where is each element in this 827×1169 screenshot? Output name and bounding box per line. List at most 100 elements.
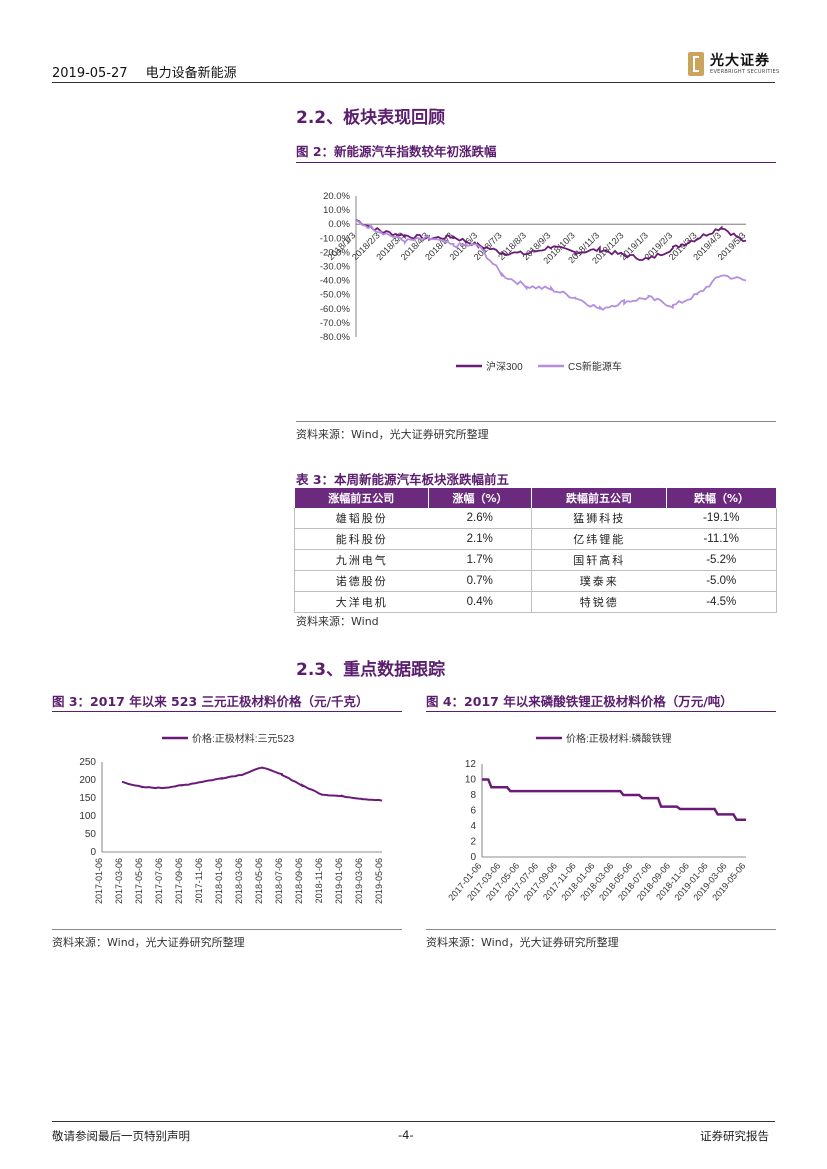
x-tick-label: 2019-01-06 — [334, 858, 344, 904]
series-line — [121, 766, 383, 802]
y-tick-label: -70.0% — [320, 318, 351, 329]
y-tick-label: -40.0% — [320, 276, 351, 287]
x-tick-label: 2018-03-06 — [234, 858, 244, 904]
y-tick-label: -20.0% — [320, 247, 351, 258]
figure2-bottom-rule — [296, 421, 776, 422]
x-tick-label: 2018-11-06 — [314, 858, 324, 903]
y-tick-label: -60.0% — [320, 304, 351, 315]
figure2-chart: 20.0% 10.0% 0.0% -10.0% -20.0% -30.0% -40.0% -5… — [320, 191, 748, 373]
footer-divider — [52, 1121, 775, 1122]
y-tick-label: 6 — [470, 806, 476, 817]
header-divider — [52, 82, 775, 83]
figure3-legend: 价格:正极材料:三元523 — [162, 732, 295, 745]
y-tick-label: 20.0% — [323, 191, 350, 202]
figure3-source: 资料来源：Wind，光大证券研究所整理 — [52, 936, 245, 949]
figure2-source: 资料来源：Wind，光大证券研究所整理 — [296, 428, 489, 441]
table-row: 大洋电机 0.4% 特锐德 -4.5% — [294, 591, 777, 613]
section-title-2-3: 2.3、重点数据跟踪 — [296, 660, 446, 680]
y-tick-label: 100 — [79, 811, 96, 822]
table3-header-cell: 涨幅前五公司 — [294, 488, 429, 508]
table3-source: 资料来源：Wind — [296, 615, 379, 628]
legend-label: 沪深300 — [486, 360, 523, 373]
footer-disclaimer: 敬请参阅最后一页特别声明 — [52, 1129, 190, 1143]
table3-header-cell: 涨幅（%） — [428, 488, 532, 508]
figure3-title: 图 3：2017 年以来 523 三元正极材料价格（元/千克） — [52, 694, 369, 709]
legend-label: 价格:正极材料:三元523 — [192, 732, 295, 745]
y-tick-label: -80.0% — [320, 332, 351, 343]
x-tick-label: 2017-07-06 — [154, 858, 164, 904]
table-cell: 雄韬股份 — [294, 508, 429, 529]
y-tick-label: 4 — [470, 821, 476, 832]
x-tick-label: 2018-07-06 — [274, 858, 284, 904]
table-cell: 0.4% — [428, 591, 532, 613]
table-cell: -5.2% — [666, 549, 777, 571]
figure4-legend: 价格:正极材料:磷酸铁锂 — [536, 732, 672, 745]
figure3-top-rule — [52, 711, 402, 712]
x-tick-label: 2019-03-06 — [354, 858, 364, 904]
figure4-y-axis: 0 2 4 6 8 10 12 — [465, 759, 746, 863]
x-tick-label: 2017-05-06 — [134, 858, 144, 904]
table-row: 能科股份 2.1% 亿纬锂能 -11.1% — [294, 528, 777, 550]
figure4-series — [482, 778, 746, 822]
series-line — [482, 778, 746, 822]
table3-header-row: 涨幅前五公司 涨幅（%） 跌幅前五公司 跌幅（%） — [294, 488, 777, 508]
y-tick-label: 50 — [85, 829, 97, 840]
figure3-chart: 价格:正极材料:三元523 0 50 100 150 200 250 2017-01-06… — [79, 732, 384, 904]
table-cell: 九洲电气 — [294, 549, 429, 571]
table-cell: 亿纬锂能 — [531, 528, 667, 550]
y-tick-label: -50.0% — [320, 290, 351, 301]
y-tick-label: 2 — [470, 837, 476, 848]
figure4-bottom-rule — [426, 929, 776, 930]
table-cell: 特锐德 — [531, 591, 667, 613]
table-cell: -19.1% — [666, 508, 777, 529]
legend-label: 价格:正极材料:磷酸铁锂 — [566, 732, 672, 745]
table-cell: 2.1% — [428, 528, 532, 550]
y-tick-label: 12 — [465, 759, 477, 770]
table-cell: 大洋电机 — [294, 591, 429, 613]
report-sector: 电力设备新能源 — [145, 66, 237, 81]
table-cell: 国轩高科 — [531, 549, 667, 571]
logo-name: 光大证券 — [710, 53, 770, 69]
x-tick-label: 2017-01-06 — [94, 858, 104, 904]
x-tick-label: 2017-11-06 — [194, 858, 204, 903]
figure4-x-axis: 2017-01-062017-03-062017-05-062017-07-06… — [446, 861, 747, 903]
table-cell: -5.0% — [666, 570, 777, 592]
logo-mark-icon — [688, 52, 704, 76]
figure2-top-rule — [296, 162, 776, 163]
table-cell: -11.1% — [666, 528, 777, 550]
series-line — [355, 219, 747, 311]
y-tick-label: 0 — [470, 852, 476, 863]
table-row: 九洲电气 1.7% 国轩高科 -5.2% — [294, 549, 777, 571]
table3-title: 表 3：本周新能源汽车板块涨跌幅前五 — [296, 472, 510, 487]
x-tick-label: 2018-09-06 — [294, 858, 304, 904]
table-cell: 璞泰来 — [531, 570, 667, 592]
x-tick-label: 2018-01-06 — [214, 858, 224, 904]
y-tick-label: -30.0% — [320, 262, 351, 273]
table-row: 雄韬股份 2.6% 猛狮科技 -19.1% — [294, 508, 777, 529]
section-title-2-2: 2.2、板块表现回顾 — [296, 108, 446, 128]
figure2-series — [355, 219, 747, 311]
figure2-title: 图 2：新能源汽车指数较年初涨跌幅 — [296, 144, 497, 159]
logo-english-name: EVERBRIGHT SECURITIES — [710, 69, 780, 75]
footer-report-type: 证券研究报告 — [700, 1129, 769, 1143]
table3: 涨幅前五公司 涨幅（%） 跌幅前五公司 跌幅（%） 雄韬股份 2.6% 猛狮科技… — [294, 488, 777, 613]
x-tick-label: 2019-05-06 — [374, 858, 384, 904]
report-date: 2019-05-27 — [52, 66, 128, 81]
y-tick-label: 150 — [79, 793, 96, 804]
y-tick-label: 8 — [470, 790, 476, 801]
y-tick-label: -10.0% — [320, 233, 351, 244]
y-tick-label: 0 — [90, 847, 96, 858]
table-cell: 诺德股份 — [294, 570, 429, 592]
figure2-legend: 沪深300 CS新能源车 — [456, 360, 622, 373]
figure3-bottom-rule — [52, 929, 402, 930]
legend-label: CS新能源车 — [568, 360, 622, 373]
company-logo: 光大证券 EVERBRIGHT SECURITIES — [688, 50, 780, 80]
figure4-chart: 价格:正极材料:磷酸铁锂 0 2 4 6 8 10 12 2017-01-062017-03… — [446, 732, 747, 903]
table-cell: 2.6% — [428, 508, 532, 529]
figure3-y-axis: 0 50 100 150 200 250 — [79, 757, 382, 858]
table-row: 诺德股份 0.7% 璞泰来 -5.0% — [294, 570, 777, 592]
table3-header-cell: 跌幅前五公司 — [531, 488, 667, 508]
y-tick-label: 200 — [79, 775, 96, 786]
figure4-source: 资料来源：Wind，光大证券研究所整理 — [426, 936, 619, 949]
table-cell: 0.7% — [428, 570, 532, 592]
